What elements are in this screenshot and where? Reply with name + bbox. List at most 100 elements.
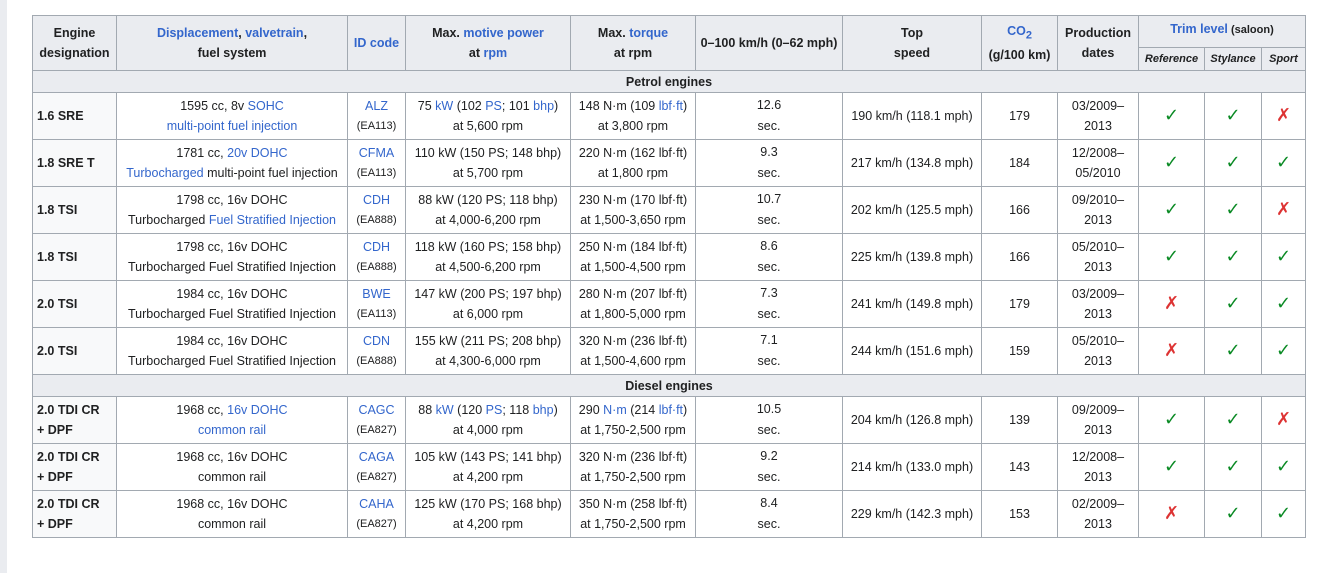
co2-link[interactable]: CO2 bbox=[1007, 23, 1032, 42]
id-code-link[interactable]: CAHA bbox=[359, 497, 394, 511]
power-value: 110 kW (150 PS; 148 bhp) bbox=[410, 143, 566, 163]
displacement-cell: 1968 cc, 16v DOHC common rail bbox=[116, 396, 348, 444]
id-code-cell: CFMA (EA113) bbox=[347, 139, 406, 187]
displacement-link[interactable]: Displacement bbox=[156, 26, 239, 40]
acceleration-value: 10.7 bbox=[756, 192, 782, 206]
trim-stylance-cell: ✓ bbox=[1204, 327, 1262, 375]
id-code-link[interactable]: CAGC bbox=[358, 403, 395, 417]
torque-link[interactable]: lbf·ft bbox=[658, 99, 684, 113]
production-date: 2013 bbox=[1084, 213, 1112, 227]
engine-designation-cell: 1.8 TSI bbox=[32, 233, 117, 281]
id-code-link[interactable]: ALZ bbox=[365, 99, 388, 113]
fuel-system-link[interactable]: Turbocharged bbox=[126, 166, 204, 180]
rpm-link[interactable]: rpm bbox=[483, 46, 508, 60]
power-link[interactable]: PS bbox=[485, 99, 502, 113]
fuel-system-line: Turbocharged Fuel Stratified Injection bbox=[121, 257, 343, 277]
top-speed-cell: 214 km/h (133.0 mph) bbox=[842, 443, 982, 491]
power-text: (102 bbox=[453, 99, 486, 113]
co2-cell: 184 bbox=[981, 139, 1058, 187]
power-link[interactable]: kW bbox=[435, 403, 454, 417]
section-row-petrol: Petrol engines bbox=[32, 70, 1306, 93]
check-icon: ✓ bbox=[1163, 409, 1180, 429]
torque-link[interactable]: N·m bbox=[603, 403, 627, 417]
id-code-link[interactable]: CFMA bbox=[358, 146, 395, 160]
torque-link[interactable]: lbf·ft bbox=[658, 403, 684, 417]
engine-designation: 1.8 SRE T bbox=[37, 156, 95, 170]
trim-sport-cell: ✓ bbox=[1261, 139, 1306, 187]
acceleration-value: sec. bbox=[757, 307, 781, 321]
torque-value: 220 N·m (162 lbf·ft) bbox=[575, 143, 691, 163]
trim-stylance-cell: ✓ bbox=[1204, 280, 1262, 328]
fuel-system-text: Turbocharged Fuel Stratified Injection bbox=[128, 307, 336, 321]
check-icon: ✓ bbox=[1275, 456, 1292, 476]
power-cell: 110 kW (150 PS; 148 bhp) at 5,700 rpm bbox=[405, 139, 571, 187]
fuel-system-link[interactable]: multi-point fuel injection bbox=[166, 119, 298, 133]
id-code-link[interactable]: CDH bbox=[362, 193, 391, 207]
table-row: 2.0 TDI CR + DPF 1968 cc, 16v DOHC common r… bbox=[32, 396, 1306, 444]
id-code-link[interactable]: CAGA bbox=[358, 450, 395, 464]
id-code-link[interactable]: BWE bbox=[362, 287, 391, 301]
production-date: 09/2010– bbox=[1071, 193, 1125, 207]
table-row: 1.8 TSI 1798 cc, 16v DOHC Turbocharged Fue… bbox=[32, 186, 1306, 234]
displacement-link[interactable]: 20v bbox=[227, 146, 248, 160]
displacement-link[interactable]: DOHC bbox=[250, 146, 288, 160]
production-date: 02/2009– bbox=[1071, 497, 1125, 511]
power-cell: 118 kW (160 PS; 158 bhp) at 4,500-6,200 r… bbox=[405, 233, 571, 281]
power-link[interactable]: bhp bbox=[532, 403, 554, 417]
id-code-cell: CAGA (EA827) bbox=[347, 443, 406, 491]
power-cell: 147 kW (200 PS; 197 bhp) at 6,000 rpm bbox=[405, 280, 571, 328]
engine-designation: 2.0 TSI bbox=[37, 344, 78, 358]
cross-icon: ✗ bbox=[1163, 340, 1180, 360]
table-row: 1.6 SRE 1595 cc, 8v SOHC multi-point fuel … bbox=[32, 92, 1306, 140]
power-link[interactable]: PS bbox=[485, 403, 503, 417]
header-production-dates: Production dates bbox=[1057, 15, 1139, 71]
fuel-system-link[interactable]: Fuel Stratified Injection bbox=[208, 213, 336, 227]
power-link[interactable]: kW bbox=[435, 99, 454, 113]
check-icon: ✓ bbox=[1163, 199, 1180, 219]
displacement-link[interactable]: SOHC bbox=[247, 99, 284, 113]
acceleration-cell: 7.1 sec. bbox=[695, 327, 843, 375]
header-engine-designation: Engine designation bbox=[32, 15, 117, 71]
power-text: 125 kW (170 PS; 168 bhp) bbox=[414, 497, 562, 511]
id-code-link[interactable]: CDN bbox=[362, 334, 391, 348]
check-icon: ✓ bbox=[1163, 456, 1180, 476]
engine-designation-cell: 2.0 TSI bbox=[32, 327, 117, 375]
trim-reference-cell: ✗ bbox=[1138, 490, 1205, 538]
power-value: 88 kW (120 PS; 118 bhp) bbox=[410, 190, 566, 210]
id-code-family: (EA888) bbox=[356, 214, 397, 226]
torque-link[interactable]: torque bbox=[629, 26, 669, 40]
torque-text: 230 N·m (170 lbf·ft) bbox=[578, 193, 688, 207]
id-code-link[interactable]: ID code bbox=[353, 36, 400, 50]
power-text: 110 kW (150 PS; 148 bhp) bbox=[414, 146, 562, 160]
table-row: 2.0 TSI 1984 cc, 16v DOHC Turbocharged Fue… bbox=[32, 280, 1306, 328]
power-rpm: at 4,200 rpm bbox=[452, 470, 524, 484]
co2-cell: 166 bbox=[981, 233, 1058, 281]
torque-rpm: at 1,800 rpm bbox=[597, 166, 669, 180]
id-code-link[interactable]: CDH bbox=[362, 240, 391, 254]
trim-sport-cell: ✓ bbox=[1261, 280, 1306, 328]
production-dates-cell: 09/2009– 2013 bbox=[1057, 396, 1139, 444]
torque-value: 320 N·m (236 lbf·ft) bbox=[575, 447, 691, 467]
fuel-system-link[interactable]: common rail bbox=[197, 423, 267, 437]
displacement-cell: 1984 cc, 16v DOHC Turbocharged Fuel Strat… bbox=[116, 280, 348, 328]
displacement-link[interactable]: 16v DOHC bbox=[227, 403, 288, 417]
displacement-cell: 1968 cc, 16v DOHC common rail bbox=[116, 443, 348, 491]
engine-designation: 1.8 TSI bbox=[37, 250, 78, 264]
check-icon: ✓ bbox=[1225, 293, 1241, 313]
valvetrain-link[interactable]: valvetrain bbox=[245, 26, 304, 40]
power-text: 118 kW (160 PS; 158 bhp) bbox=[414, 240, 562, 254]
section-row-diesel: Diesel engines bbox=[32, 374, 1306, 397]
trim-sport-cell: ✗ bbox=[1261, 396, 1306, 444]
header-id-code: ID code bbox=[347, 15, 406, 71]
displacement-line: 1968 cc, 16v DOHC bbox=[121, 400, 343, 420]
acceleration-value: 7.1 bbox=[760, 333, 778, 347]
displacement-line: 1798 cc, 16v DOHC bbox=[121, 190, 343, 210]
check-icon: ✓ bbox=[1275, 340, 1292, 360]
engine-specs-table: Engine designation Displacement, valvetra… bbox=[32, 15, 1306, 538]
trim-level-link[interactable]: Trim level bbox=[1170, 22, 1228, 36]
motive-power-link[interactable]: motive power bbox=[463, 26, 544, 40]
header-trim-level: Trim level (saloon) bbox=[1138, 15, 1306, 48]
power-link[interactable]: bhp bbox=[533, 99, 555, 113]
power-cell: 88 kW (120 PS; 118 bhp) at 4,000-6,200 rp… bbox=[405, 186, 571, 234]
power-text: ) bbox=[554, 99, 559, 113]
